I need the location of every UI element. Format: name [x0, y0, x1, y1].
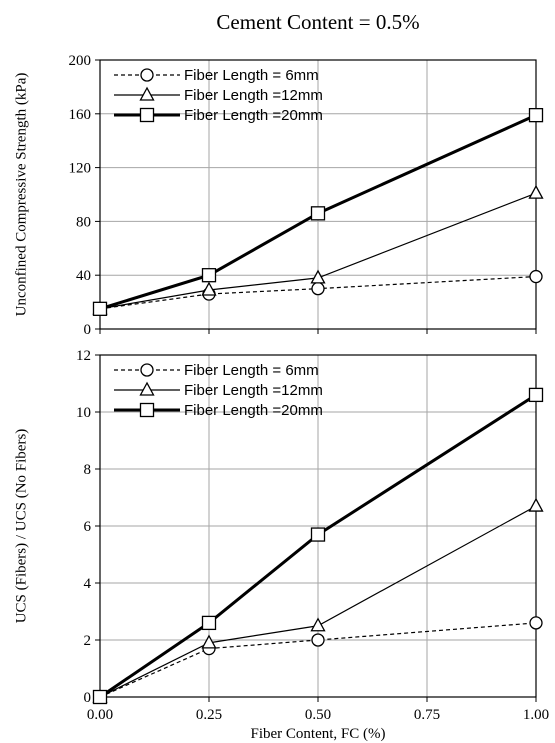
ucs-ratio-panel: 0 2 4 6 8 10 12 0.00 0.25 0.50 0.75 1.00 UCS (Fibers…	[13, 348, 549, 723]
y-tick-label: 120	[69, 161, 92, 177]
ucs-panel: 0 40 80 120 160 200 Unconfined Compressive Str…	[13, 53, 544, 338]
data-point-triangle	[310, 269, 326, 284]
data-point-triangle	[528, 184, 544, 199]
data-point-square	[310, 206, 326, 221]
y-tick-label: 6	[84, 519, 92, 535]
legend-marker-circle	[140, 363, 154, 377]
legend-marker-triangle	[139, 86, 155, 101]
series-line-square	[99, 393, 537, 699]
series-line-triangle	[99, 192, 537, 310]
legend-label: Fiber Length =20mm	[184, 107, 323, 124]
y-tick-label: 12	[76, 348, 91, 364]
y-tick-label: 80	[76, 214, 91, 230]
y-tick-label: 2	[84, 633, 92, 649]
legend-label: Fiber Length =20mm	[184, 402, 323, 419]
data-point-triangle	[201, 634, 217, 649]
y-tick-label: 8	[84, 462, 92, 478]
legend-label: Fiber Length = 6mm	[184, 67, 319, 84]
series-line-circle	[99, 275, 537, 310]
data-point-circle	[311, 281, 325, 296]
series-line-circle	[99, 622, 537, 698]
legend: Fiber Length = 6mm Fiber Length =12mm Fibe…	[114, 362, 323, 419]
legend-marker-circle	[140, 68, 154, 82]
y-axis-label: UCS (Fibers) / UCS (No Fibers)	[13, 429, 29, 624]
x-axis-label: Fiber Content, FC (%)	[251, 726, 386, 742]
data-point-square	[201, 268, 217, 283]
data-point-circle	[529, 269, 543, 284]
legend: Fiber Length = 6mm Fiber Length =12mm Fibe…	[114, 67, 323, 124]
series-line-triangle	[99, 505, 537, 698]
data-point-square	[528, 387, 544, 403]
legend-marker-triangle	[139, 381, 155, 396]
data-point-circle	[311, 633, 325, 647]
data-point-square	[92, 301, 108, 316]
legend-label: Fiber Length =12mm	[184, 87, 323, 104]
data-point-circle	[529, 616, 543, 630]
y-axis-label: Unconfined Compressive Strength (kPa)	[13, 73, 29, 317]
y-tick-label: 4	[84, 576, 92, 592]
x-tick-label: 0.00	[87, 707, 113, 723]
x-tick-label: 0.50	[305, 707, 331, 723]
legend-label: Fiber Length = 6mm	[184, 362, 319, 379]
y-tick-label: 200	[69, 53, 92, 69]
y-tick-label: 0	[84, 690, 92, 706]
x-tick-label: 0.25	[196, 707, 222, 723]
y-tick-label: 160	[69, 107, 92, 123]
x-tick-label: 0.75	[414, 707, 440, 723]
data-point-square	[92, 689, 108, 705]
data-point-square	[201, 615, 217, 631]
data-point-square	[528, 107, 544, 123]
data-point-triangle	[528, 497, 544, 512]
x-tick-label: 1.00	[523, 707, 549, 723]
series-line-square	[99, 113, 537, 311]
y-tick-label: 10	[76, 405, 91, 421]
data-point-triangle	[310, 617, 326, 632]
figure-title: Cement Content = 0.5%	[216, 10, 419, 34]
data-point-triangle	[201, 281, 217, 296]
legend-label: Fiber Length =12mm	[184, 382, 323, 399]
y-tick-label: 40	[76, 268, 91, 284]
legend-marker-square	[139, 107, 155, 123]
data-point-square	[310, 527, 326, 542]
legend-marker-square	[139, 402, 155, 418]
y-tick-label: 0	[84, 322, 92, 338]
